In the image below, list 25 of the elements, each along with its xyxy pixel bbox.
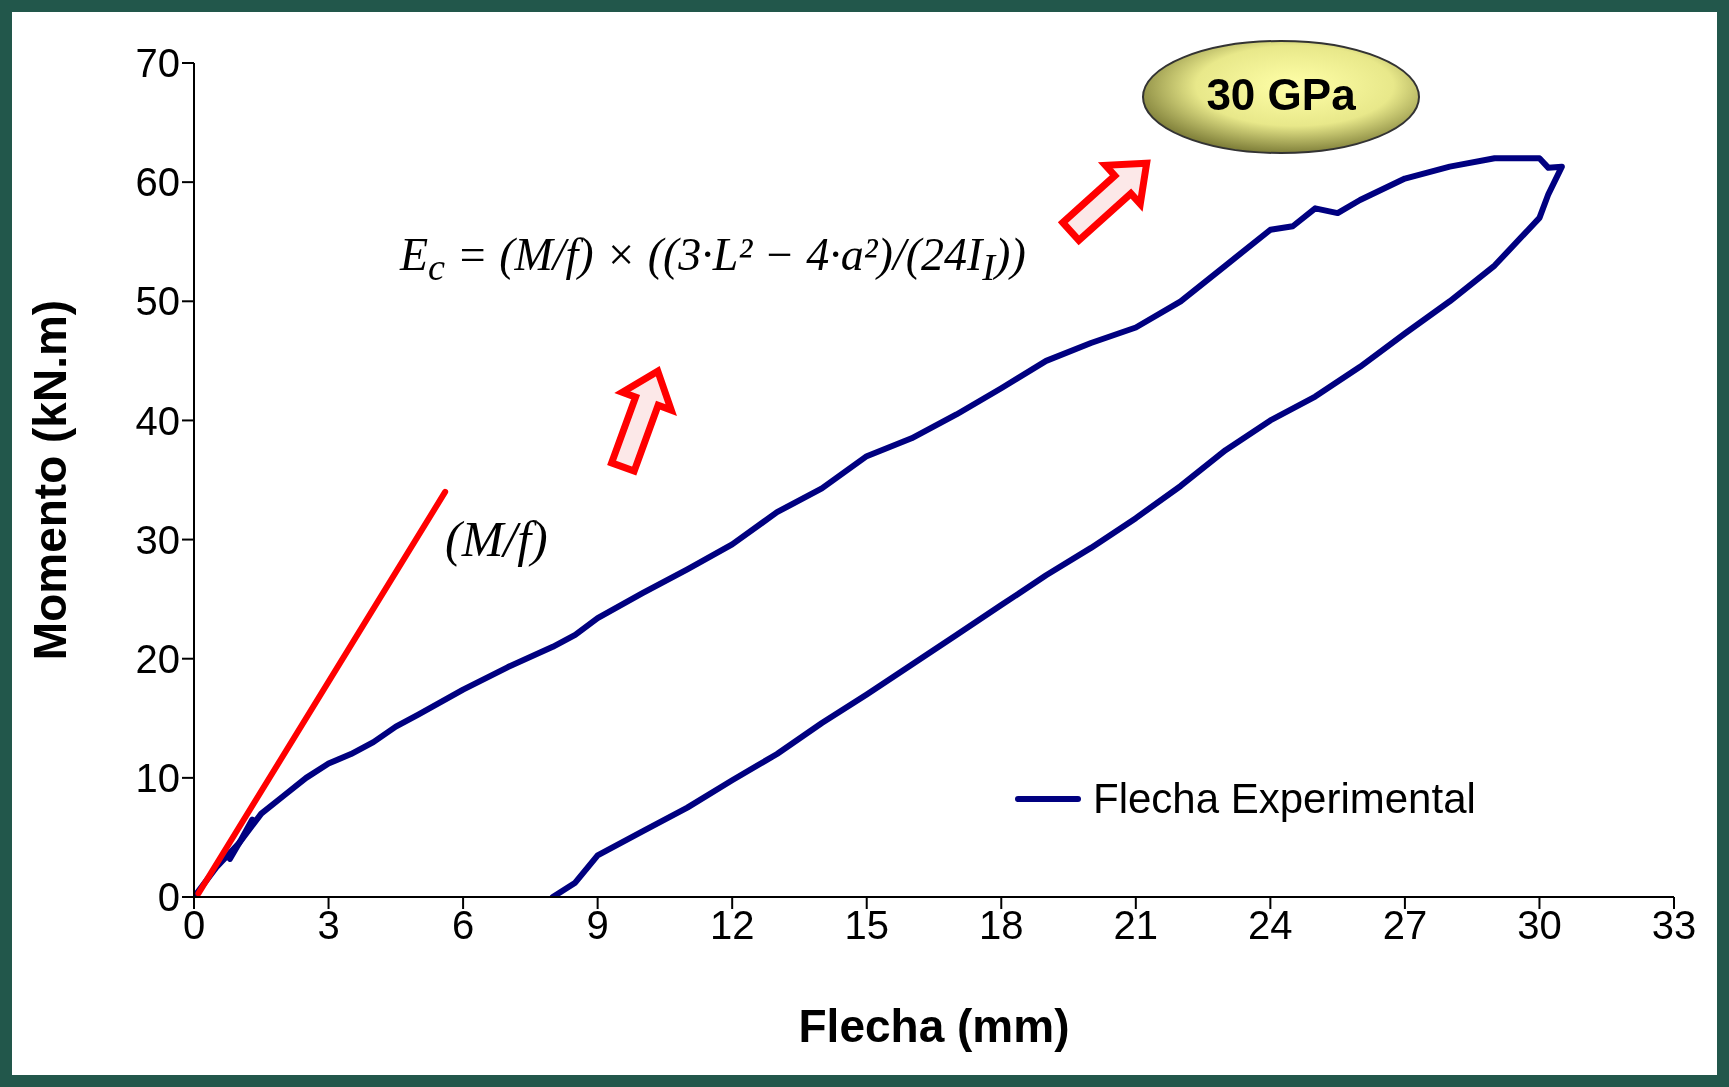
annotation: E$_{c}$ = (M/f) × ((3·L² − 4·a²)/(24I$_{I}$)) [400, 228, 1026, 290]
x-axis-title: Flecha (mm) [798, 1000, 1070, 1052]
x-tick-label: 12 [709, 903, 755, 948]
x-tick-label: 33 [1651, 903, 1697, 948]
x-tick-label: 18 [979, 903, 1024, 948]
y-tick-label: 20 [135, 636, 180, 681]
x-tick-label: 21 [1113, 903, 1159, 948]
x-tick-label: 24 [1248, 903, 1293, 948]
y-tick-label: 0 [157, 875, 180, 920]
x-tick-label: 3 [317, 903, 340, 948]
annotation: (M/f) [445, 510, 548, 568]
y-tick-label: 70 [135, 41, 180, 86]
y-axis-title: Momento (kN.m) [24, 299, 77, 661]
x-tick-label: 9 [586, 903, 609, 948]
y-tick-label: 10 [135, 756, 180, 801]
x-tick-label: 6 [451, 903, 475, 948]
legend-label: Flecha Experimental [1093, 775, 1476, 823]
y-tick-label: 60 [135, 160, 180, 205]
x-tick-label: 27 [1382, 903, 1428, 948]
x-tick-label: 15 [844, 903, 889, 948]
y-tick-label: 40 [135, 398, 180, 443]
annotation: 30 GPa [1205, 70, 1357, 120]
x-tick-label: 30 [1517, 903, 1562, 948]
y-tick-label: 30 [135, 517, 180, 562]
y-tick-label: 50 [135, 279, 180, 324]
